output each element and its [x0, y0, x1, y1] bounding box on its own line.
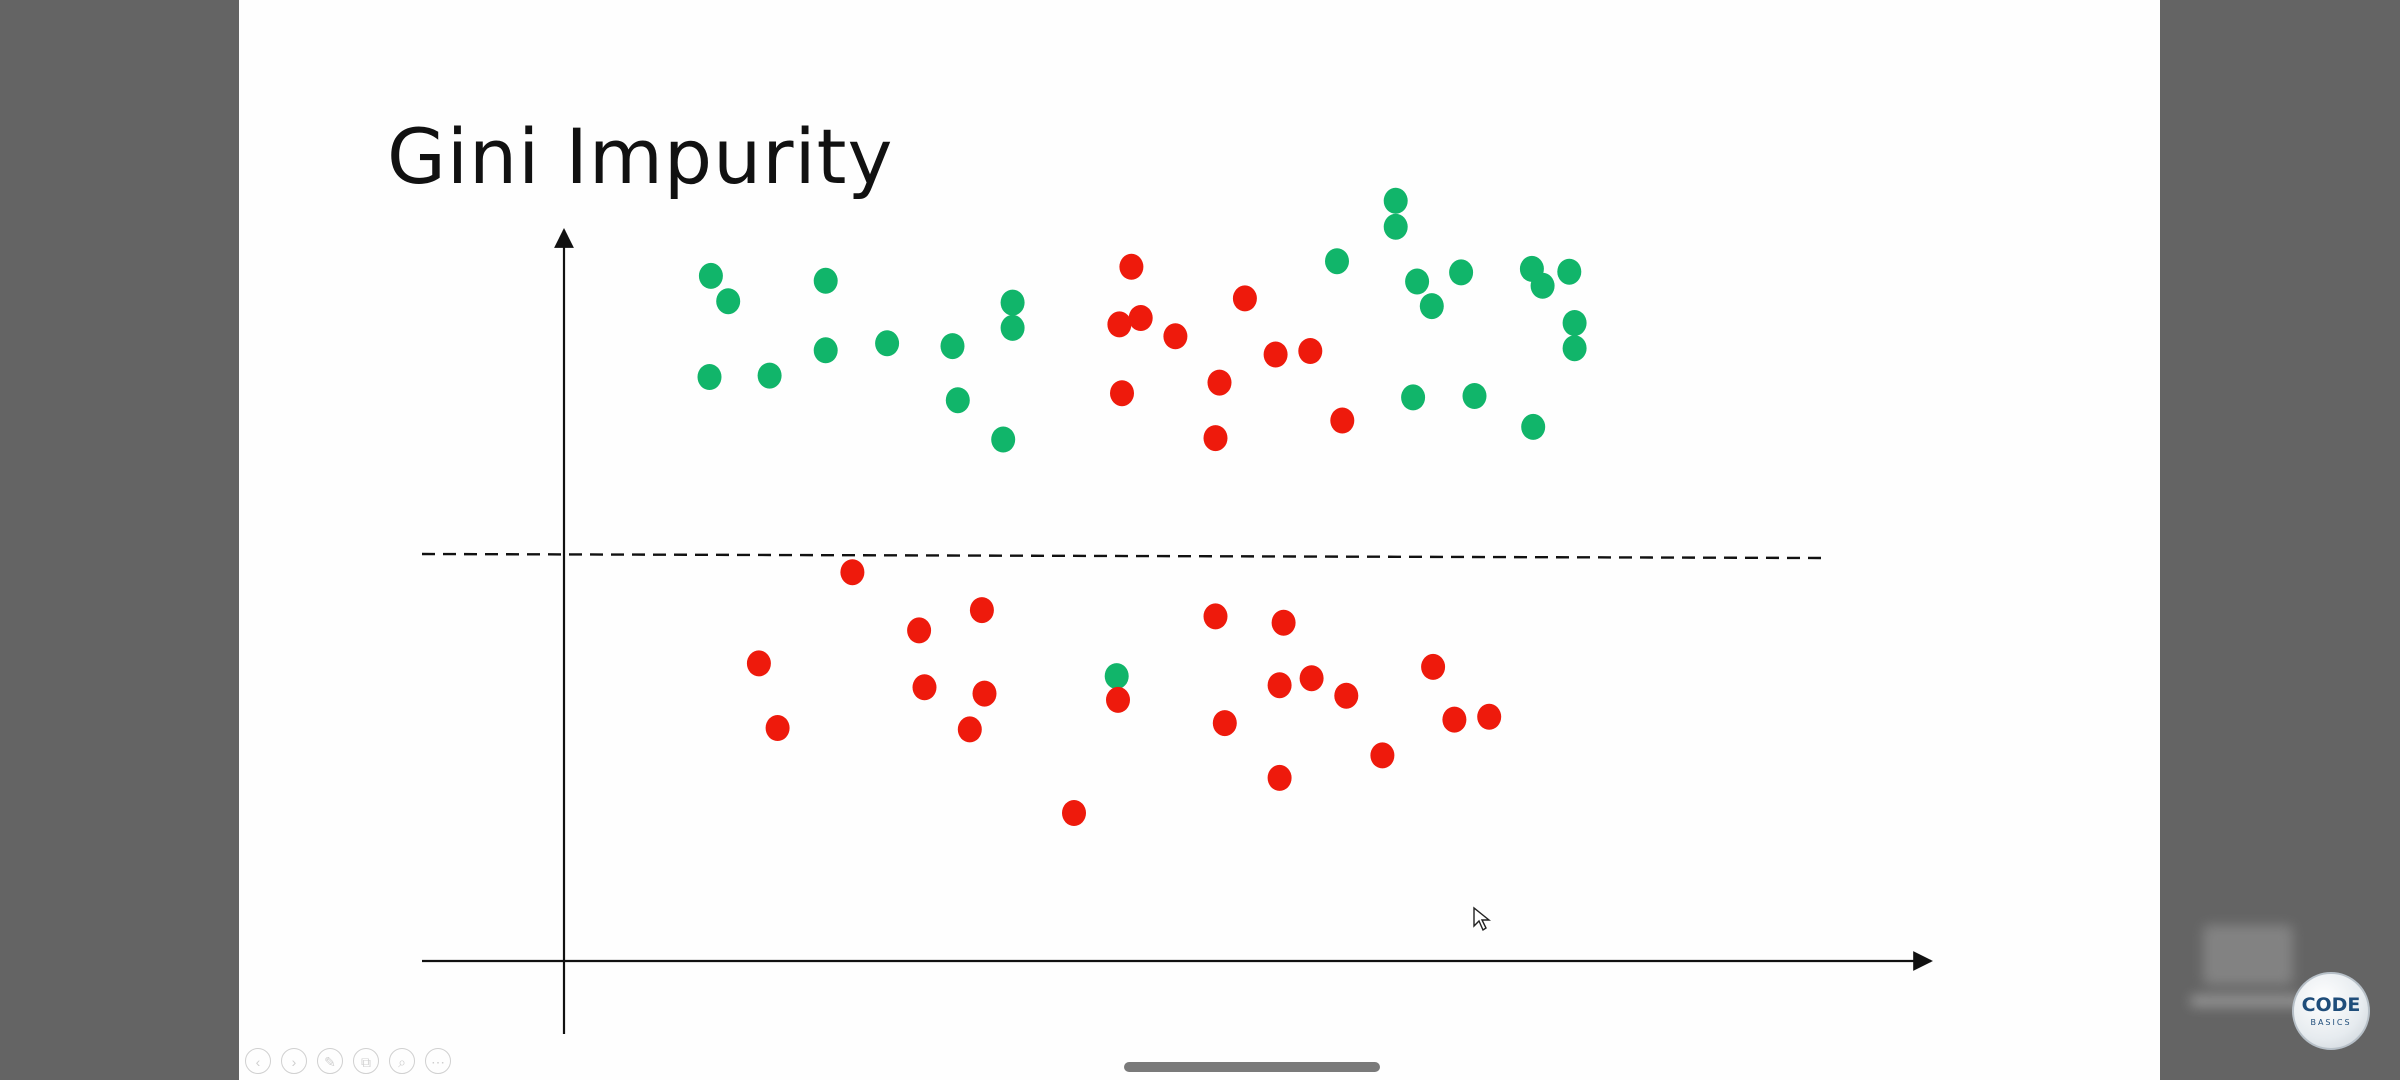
data-points [697, 187, 1587, 826]
red-data-point [1267, 764, 1292, 791]
green-data-point [1449, 259, 1474, 286]
presentation-slide: Gini Impurity [239, 0, 2303, 1080]
green-data-point [1562, 310, 1587, 336]
red-data-point [1119, 253, 1144, 280]
watermark-logo-blurred [2183, 900, 2311, 1030]
red-data-point [1271, 609, 1296, 636]
green-data-point [1325, 248, 1349, 275]
green-data-point [716, 288, 741, 315]
green-data-point [813, 337, 838, 364]
green-data-point [757, 362, 782, 389]
green-data-point [813, 267, 838, 294]
red-data-point [912, 674, 937, 701]
red-data-point [1232, 285, 1257, 312]
red-data-point [957, 716, 982, 743]
zoom-button[interactable]: ⌕ [389, 1048, 415, 1074]
green-data-point [698, 262, 723, 289]
red-data-point [1267, 672, 1292, 699]
red-data-point [1442, 706, 1467, 733]
home-indicator-bar[interactable] [1124, 1062, 1380, 1072]
red-data-point [1110, 380, 1134, 407]
green-data-point [1562, 335, 1587, 362]
green-data-point [697, 364, 722, 390]
red-data-point [1203, 603, 1228, 630]
green-data-point [1383, 187, 1408, 214]
slide-title: Gini Impurity [387, 112, 894, 201]
red-data-point [1203, 425, 1228, 452]
scatter-chart [421, 187, 1933, 1034]
red-data-point [1263, 341, 1288, 368]
next-slide-button[interactable]: › [281, 1048, 307, 1074]
red-data-point [1163, 323, 1188, 350]
codebasics-logo: CODE BASICS [2292, 972, 2370, 1050]
red-data-point [746, 650, 771, 677]
green-data-point [1104, 663, 1129, 690]
red-data-point [972, 680, 997, 707]
red-data-point [969, 597, 994, 624]
slides-overview-button[interactable]: ⧉ [353, 1048, 379, 1074]
red-data-point [1298, 338, 1323, 364]
green-data-point [875, 330, 900, 357]
decision-split-line [421, 552, 1824, 560]
previous-slide-button[interactable]: ‹ [245, 1048, 271, 1074]
green-data-point [1000, 289, 1025, 316]
red-data-point [1370, 742, 1395, 769]
red-data-point [1477, 703, 1502, 730]
red-data-point [1212, 710, 1237, 737]
red-data-point [840, 559, 865, 586]
green-data-point [1530, 272, 1555, 299]
red-data-point [907, 617, 932, 644]
logo-main-text: CODE [2301, 994, 2361, 1016]
green-data-point [1401, 384, 1426, 411]
green-data-point [945, 387, 970, 414]
red-data-point [1207, 369, 1232, 396]
red-data-point [1106, 686, 1130, 713]
logo-sub-text: BASICS [2310, 1018, 2352, 1027]
green-data-point [1557, 258, 1582, 285]
green-data-point [1462, 383, 1487, 409]
red-data-point [1107, 311, 1132, 338]
green-data-point [1521, 413, 1546, 440]
green-data-point [1405, 268, 1430, 295]
green-data-point [1419, 293, 1444, 320]
red-data-point [1128, 305, 1153, 331]
red-data-point [1334, 682, 1359, 709]
red-data-point [1299, 665, 1324, 692]
slideshow-toolbar: ‹ › ✎ ⧉ ⌕ ⋯ [245, 1048, 451, 1074]
red-data-point [765, 715, 790, 741]
red-data-point [1062, 800, 1086, 826]
green-data-point [991, 426, 1016, 453]
green-data-point [1383, 213, 1408, 240]
green-data-point [940, 333, 965, 360]
green-data-point [1000, 314, 1025, 341]
mouse-pointer-icon [1473, 906, 1491, 932]
red-data-point [1421, 653, 1446, 680]
more-options-button[interactable]: ⋯ [425, 1048, 451, 1074]
pen-tool-button[interactable]: ✎ [317, 1048, 343, 1074]
red-data-point [1330, 407, 1355, 434]
